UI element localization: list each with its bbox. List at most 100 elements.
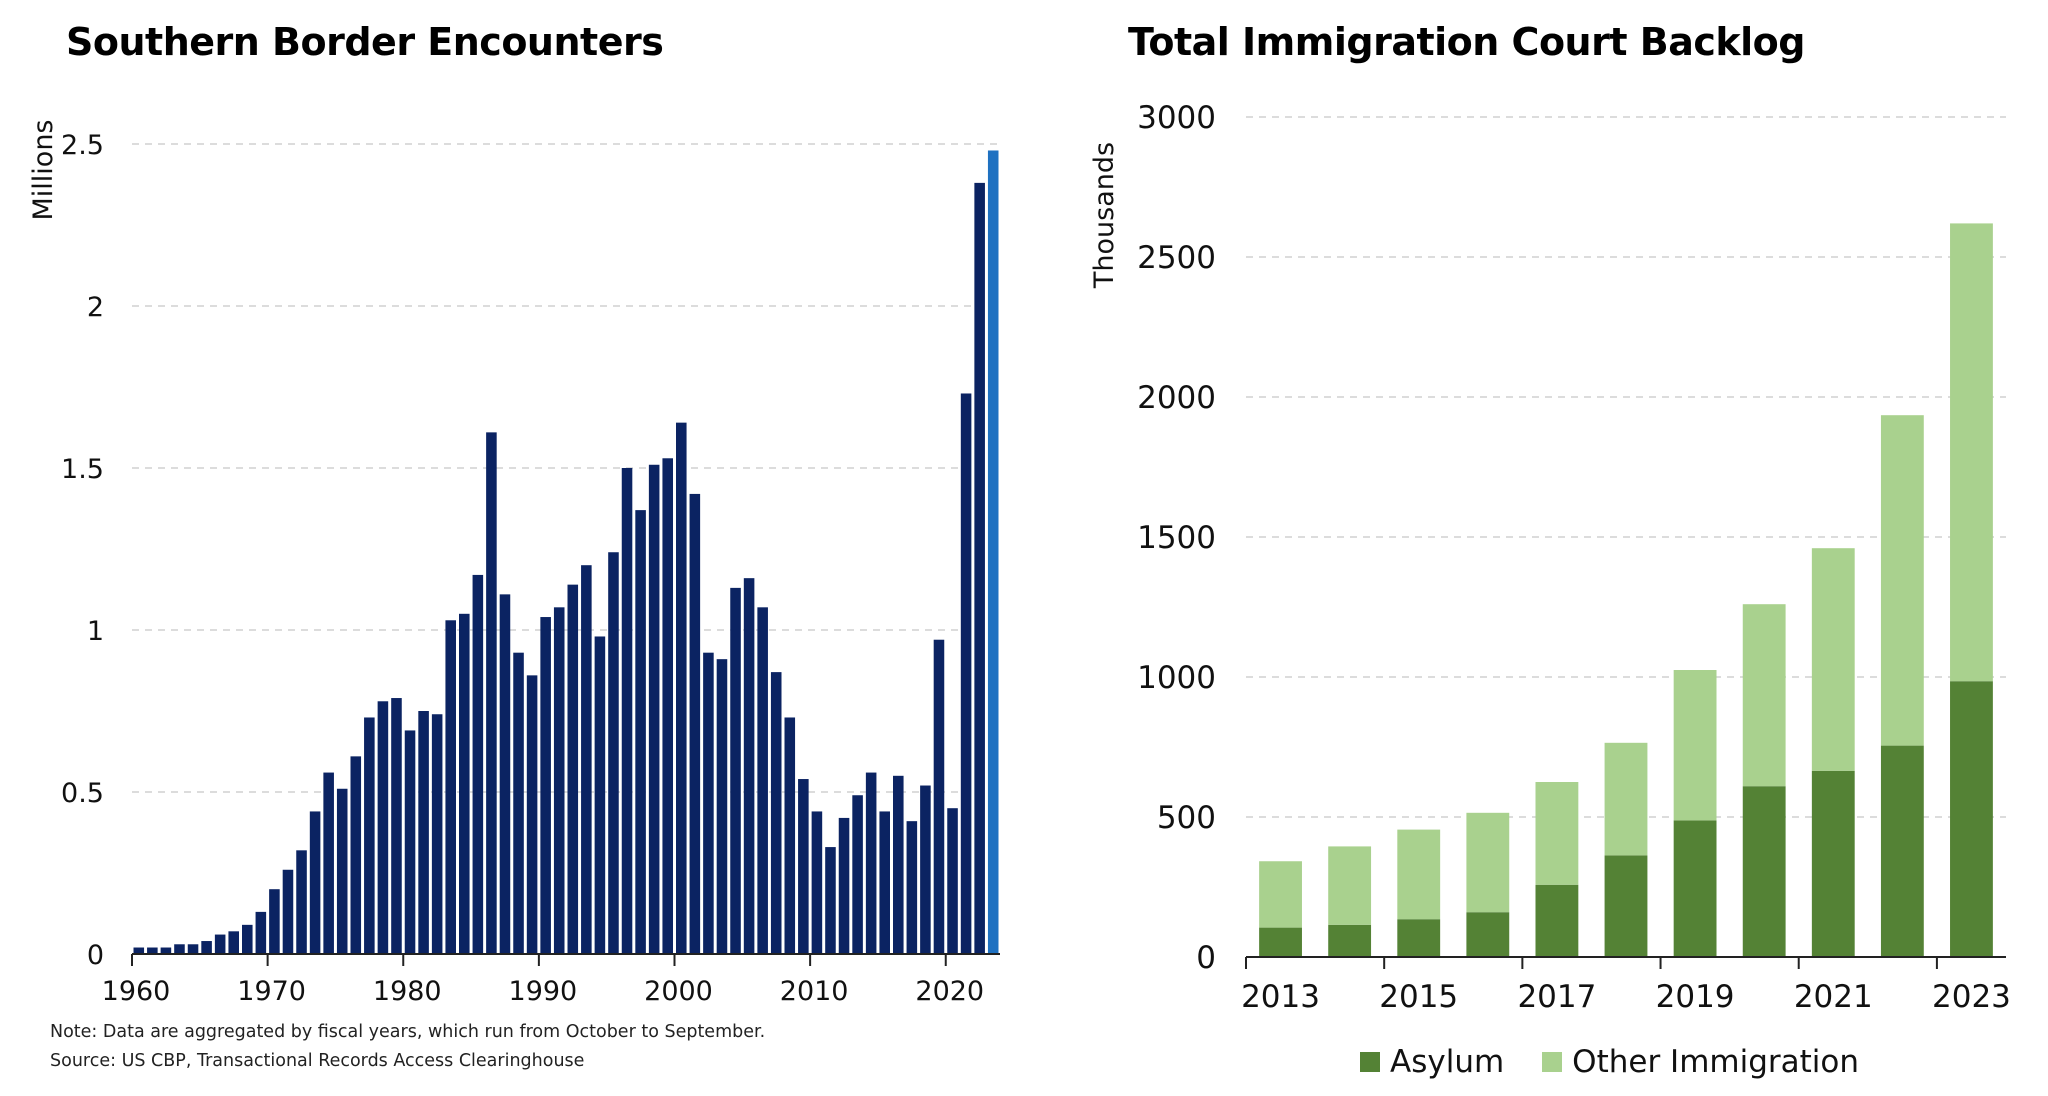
left-bar-1977 [364,717,375,954]
left-bar-1969 [255,911,267,954]
left-y-tick-label: 2 [87,292,104,323]
right-y-tick-label: 3000 [1137,100,1216,136]
left-axes: 1960 1970 1980 1990 2000 2010 2020 [102,953,1000,1007]
left-bar-1992 [567,584,579,954]
right-bar-2019-asylum [1673,820,1717,957]
left-bar-1994 [594,636,606,954]
left-bar-1970 [269,889,280,954]
left-bar-1974 [323,772,334,954]
left-bar-2019 [933,639,945,954]
right-bar-2023-other-immigration [1950,223,1993,682]
left-bar-1960 [133,947,145,954]
left-bar-2004 [730,587,741,954]
legend-swatch-asylum [1360,1052,1380,1072]
left-bar-1996 [621,468,633,954]
left-y-axis-label: Millions [28,120,59,221]
left-y-tick-label: 1.5 [61,454,104,485]
left-bar-2000 [676,422,687,954]
right-bar-2016-other-immigration [1466,812,1510,913]
legend-swatch-other-immigration [1542,1052,1563,1072]
right-bar-2021-asylum [1811,770,1855,957]
left-bar-2003 [716,659,728,954]
left-bar-2021 [960,393,972,955]
left-bar-2011 [825,847,836,954]
left-y-tick-label: 0 [87,940,104,971]
left-bar-2010 [811,811,823,954]
left-chart-title: Southern Border Encounters [66,20,664,64]
left-bar-1971 [282,869,294,954]
left-bar-2023 [987,150,999,955]
right-y-tick-label: 1000 [1137,660,1216,696]
left-bar-1986 [486,432,497,954]
left-bar-1973 [309,811,321,954]
left-bar-1980 [404,730,416,954]
right-x-tick-label: 2019 [1656,979,1735,1015]
left-bar-1964 [187,944,199,954]
source-note: Source: US CBP, Transactional Records Ac… [50,1051,585,1071]
left-bars [133,150,999,955]
right-bar-2022-asylum [1880,745,1924,957]
legend-label-asylum: Asylum [1390,1044,1505,1080]
left-bar-2009 [798,779,809,954]
right-bar-2013-asylum [1259,927,1302,957]
left-x-tick-label: 1980 [373,976,442,1007]
left-x-tick-label: 2010 [780,976,849,1007]
left-bar-1997 [635,510,646,954]
right-bar-2018-other-immigration [1604,742,1648,856]
left-grid: 0 0.5 1 1.5 2 2.5 [61,130,1000,971]
left-bar-2017 [906,821,918,954]
right-bar-2021-other-immigration [1811,548,1855,771]
left-bar-2006 [757,607,768,954]
left-bar-1988 [513,652,524,954]
left-bar-1993 [581,565,592,954]
left-y-tick-label: 2.5 [61,130,104,161]
right-y-axis-label: Thousands [1089,142,1120,289]
right-bar-2020-asylum [1742,786,1786,957]
left-bar-1976 [350,756,362,954]
left-bar-1967 [228,931,239,954]
right-chart-title: Total Immigration Court Backlog [1128,20,1805,64]
right-bar-2015-asylum [1397,919,1441,957]
left-bar-1965 [201,941,212,954]
right-y-tick-label: 2500 [1137,240,1216,276]
right-bar-2018-asylum [1604,855,1648,957]
left-bar-2015 [879,811,890,954]
left-y-tick-label: 1 [87,616,104,647]
right-bars [1259,223,1993,957]
right-y-tick-label: 500 [1157,800,1216,836]
left-bar-1991 [553,607,565,954]
left-bar-2001 [689,493,701,954]
right-bar-2015-other-immigration [1397,829,1441,920]
left-bar-1978 [377,701,389,954]
right-x-tick-label: 2015 [1379,979,1458,1015]
left-bar-1990 [540,617,551,954]
right-grid: 0 500 1000 1500 2000 2500 3000 [1137,100,2006,976]
left-bar-2005 [743,578,755,954]
left-bar-1989 [526,675,538,954]
left-bar-1975 [336,788,348,954]
right-bar-2023-asylum [1950,681,1993,957]
left-bar-1962 [160,947,172,954]
left-bar-1998 [648,464,660,954]
legend-label-other-immigration: Other Immigration [1572,1044,1859,1080]
footnote: Note: Data are aggregated by fiscal year… [50,1022,766,1042]
left-bar-1979 [391,698,402,954]
left-bar-2018 [920,785,931,954]
left-bar-1987 [499,594,511,954]
left-bar-2008 [784,717,796,954]
right-x-tick-label: 2023 [1932,979,2011,1015]
right-bar-2017-other-immigration [1535,782,1579,885]
left-bar-1966 [214,934,226,954]
right-legend: Asylum Other Immigration [1360,1044,1897,1080]
left-x-tick-label: 1990 [509,976,578,1007]
left-x-tick-label: 2020 [915,976,984,1007]
left-bar-2020 [947,808,958,954]
legend-item-asylum: Asylum [1360,1044,1504,1080]
right-axes: 2013 2015 2017 2019 2021 2023 [1241,956,2011,1015]
right-y-tick-label: 1500 [1137,520,1216,556]
left-x-tick-label: 1960 [102,976,171,1007]
left-bar-2012 [838,817,850,954]
right-y-tick-label: 0 [1196,940,1216,976]
left-bar-1995 [608,552,619,954]
